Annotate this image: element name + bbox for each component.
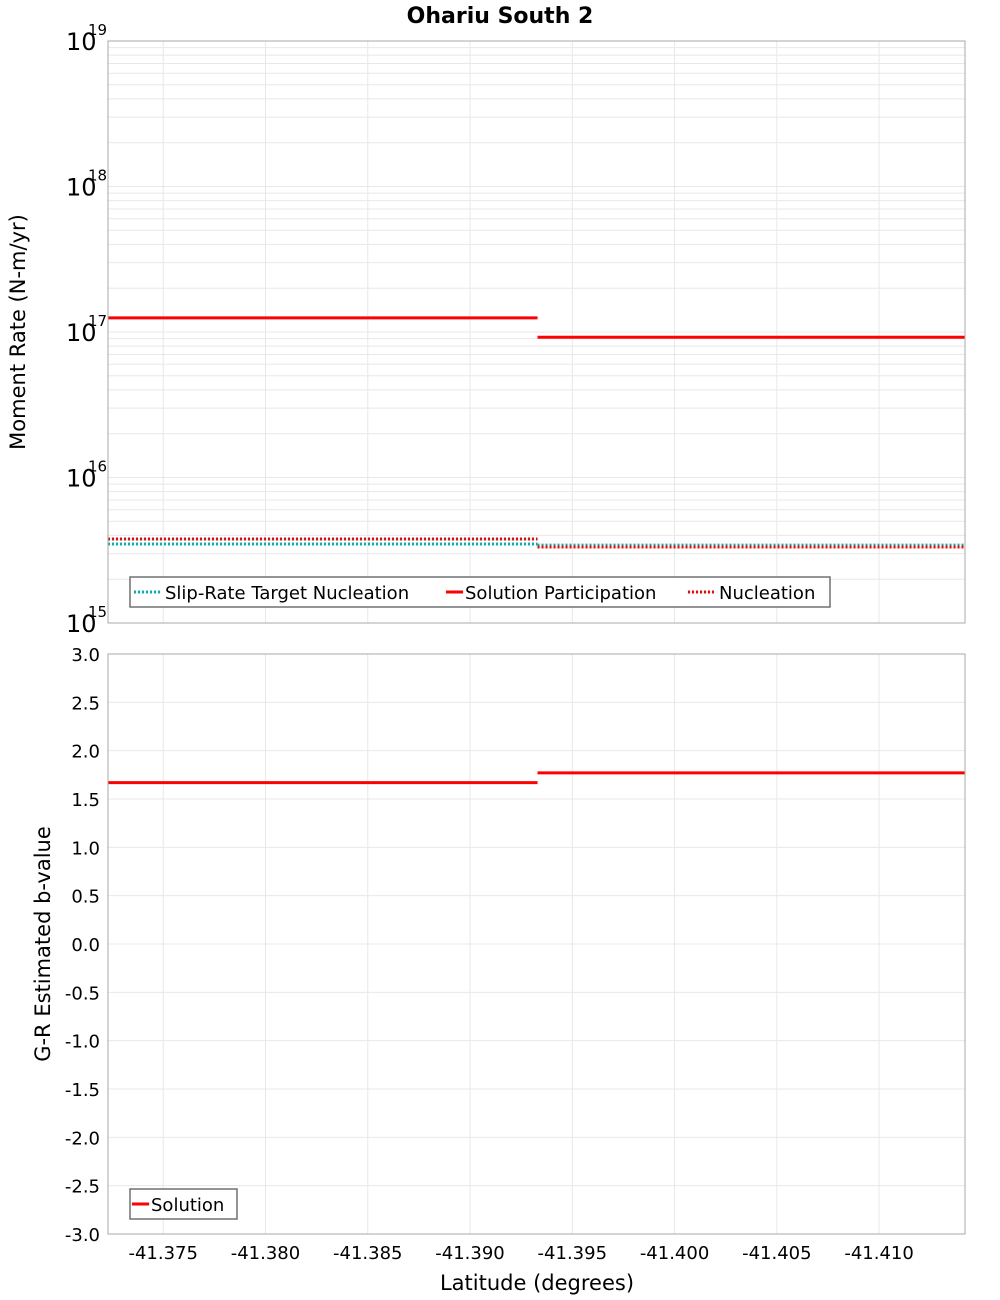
y-tick-exponent: 18 [88, 167, 107, 185]
top-legend: Slip-Rate Target Nucleation Solution Par… [130, 577, 830, 607]
x-axis-label: Latitude (degrees) [440, 1271, 634, 1295]
x-tick-label: -41.395 [538, 1243, 607, 1264]
y-tick-label: 2.5 [71, 693, 100, 714]
legend-label-solution: Solution [151, 1195, 224, 1216]
x-ticks: -41.375 -41.380 -41.385 -41.390 -41.395 -41.4… [128, 1243, 913, 1264]
y-tick-label: 3.0 [71, 645, 100, 666]
bottom-series [108, 773, 965, 783]
y-tick-exponent: 15 [88, 603, 107, 621]
legend-label-participation: Solution Participation [465, 583, 656, 604]
top-y-ticks: 10151016101710181019 [66, 21, 107, 638]
x-tick-label: -41.405 [742, 1243, 811, 1264]
bottom-grid [108, 654, 965, 1234]
x-tick-label: -41.380 [231, 1243, 300, 1264]
chart-title: Ohariu South 2 [407, 4, 594, 29]
y-tick-label: -2.5 [65, 1177, 100, 1198]
y-tick-label: -1.0 [65, 1032, 100, 1053]
bottom-y-ticks: 3.0 2.5 2.0 1.5 1.0 0.5 0.0 -0.5 -1.0 -1.5 -2.0 -2.… [65, 645, 100, 1246]
moment-rate-plot: 10151016101710181019 Moment Rate (N-m/yr… [6, 21, 965, 638]
x-tick-label: -41.400 [640, 1243, 709, 1264]
top-y-axis-label: Moment Rate (N-m/yr) [6, 214, 30, 450]
b-value-plot: 3.0 2.5 2.0 1.5 1.0 0.5 0.0 -0.5 -1.0 -1.5 -2.0 -2.… [31, 645, 965, 1295]
y-tick-label: -1.5 [65, 1080, 100, 1101]
chart-figure: Ohariu South 2 10151016101710181019 Mome… [0, 0, 1000, 1300]
y-tick-label: 1.5 [71, 790, 100, 811]
y-tick-label: 0.5 [71, 887, 100, 908]
y-tick-exponent: 17 [88, 312, 107, 330]
y-tick-label: -3.0 [65, 1225, 100, 1246]
y-tick-label: 0.0 [71, 935, 100, 956]
y-tick-label: 1.0 [71, 838, 100, 859]
chart-canvas: Ohariu South 2 10151016101710181019 Mome… [0, 0, 1000, 1300]
y-tick-label: -2.0 [65, 1128, 100, 1149]
legend-label-nucleation: Nucleation [719, 583, 815, 604]
y-tick-label: -0.5 [65, 983, 100, 1004]
x-tick-label: -41.390 [435, 1243, 504, 1264]
y-tick-exponent: 16 [88, 458, 107, 476]
y-tick-label: 2.0 [71, 742, 100, 763]
x-tick-label: -41.385 [333, 1243, 402, 1264]
top-grid [108, 41, 965, 623]
bottom-y-axis-label: G-R Estimated b-value [31, 826, 55, 1062]
legend-label-target: Slip-Rate Target Nucleation [165, 583, 409, 604]
x-tick-label: -41.410 [844, 1243, 913, 1264]
x-tick-label: -41.375 [128, 1243, 197, 1264]
bottom-legend: Solution [130, 1189, 237, 1219]
y-tick-exponent: 19 [88, 21, 107, 39]
top-series [108, 318, 965, 547]
